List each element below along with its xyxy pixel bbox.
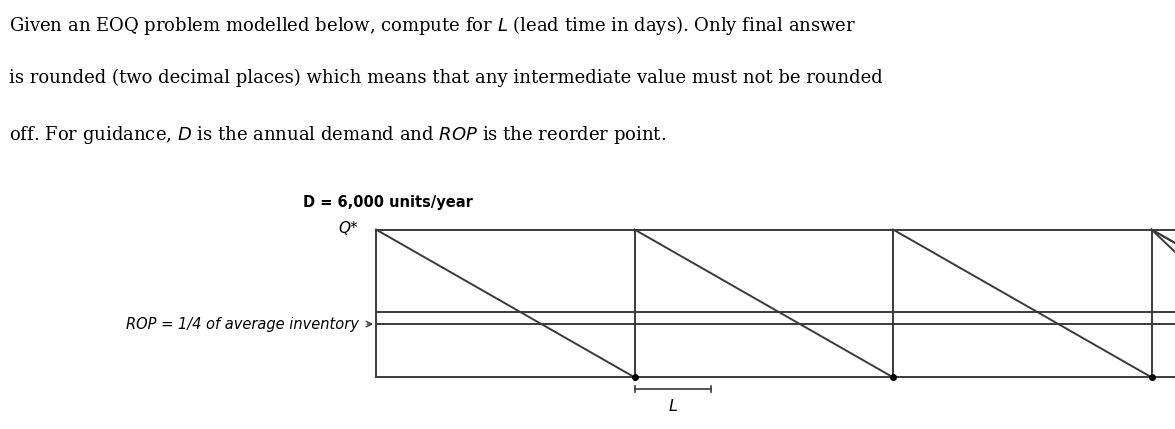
Text: D = 6,000 units/year: D = 6,000 units/year bbox=[303, 195, 472, 210]
Text: Given an EOQ problem modelled below, compute for $L$ (lead time in days). Only f: Given an EOQ problem modelled below, com… bbox=[9, 14, 857, 37]
Text: Q*: Q* bbox=[338, 221, 358, 236]
Text: L: L bbox=[669, 399, 677, 414]
Text: off. For guidance, $D$ is the annual demand and $ROP$ is the reorder point.: off. For guidance, $D$ is the annual dem… bbox=[9, 124, 666, 145]
Text: is rounded (two decimal places) which means that any intermediate value must not: is rounded (two decimal places) which me… bbox=[9, 69, 884, 87]
Text: ROP = 1/4 of average inventory: ROP = 1/4 of average inventory bbox=[126, 317, 358, 332]
